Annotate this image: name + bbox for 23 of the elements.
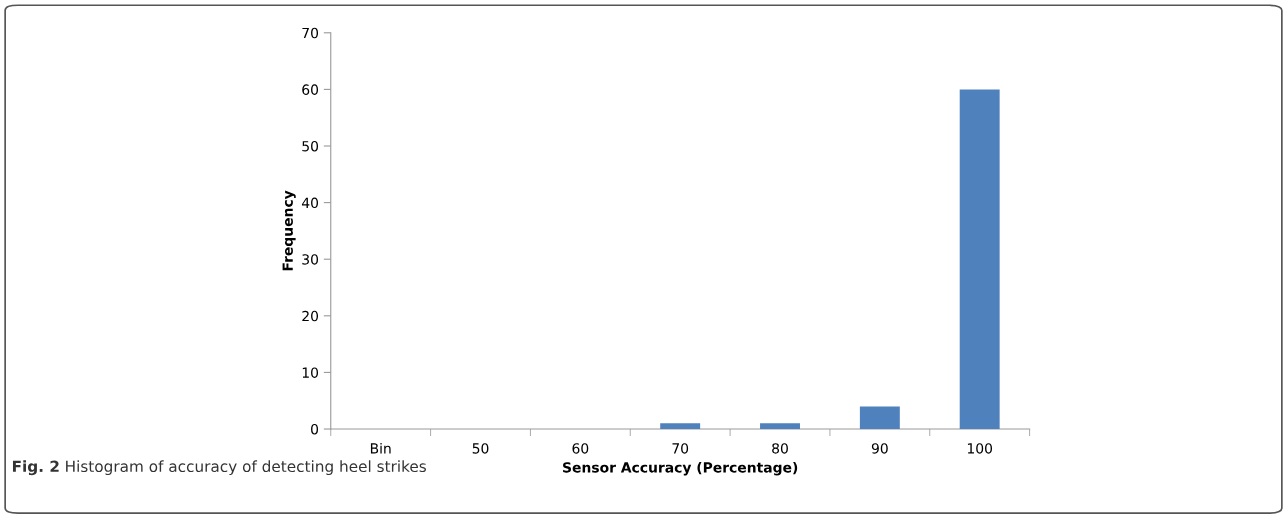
y-tick-label: 40 <box>301 197 319 209</box>
x-tick-label: 90 <box>871 443 888 454</box>
x-axis-title: Sensor Accuracy (Percentage) <box>563 461 798 476</box>
y-tick-label: 60 <box>302 84 319 95</box>
y-tick-label: 10 <box>302 367 319 378</box>
x-tick-label: Bin <box>370 442 391 454</box>
x-tick-label: 100 <box>967 443 993 454</box>
bar <box>760 423 800 430</box>
caption: Fig. 2 <box>12 460 59 476</box>
x-tick-label: 80 <box>772 443 788 454</box>
y-axis-title: Frequency <box>282 190 296 271</box>
x-tick-label: 60 <box>572 443 589 454</box>
y-tick-label: 50 <box>302 140 319 152</box>
y-tick-label: 20 <box>302 310 319 322</box>
text: Histogram of accuracy of detecting heel strikes <box>66 460 426 476</box>
y-tick-label: 0 <box>311 423 319 435</box>
y-tick-label: 70 <box>302 27 319 39</box>
bar <box>859 406 900 430</box>
bar <box>959 89 1000 430</box>
x-tick-label: 50 <box>472 443 489 454</box>
y-tick-label: 30 <box>302 254 319 265</box>
bar <box>660 423 701 430</box>
x-tick-label: 70 <box>672 443 689 454</box>
